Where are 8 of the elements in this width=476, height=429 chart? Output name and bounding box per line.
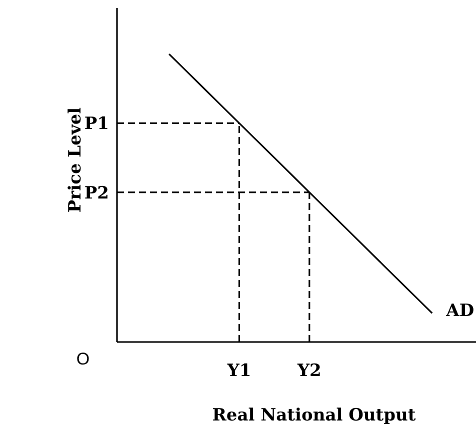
x-tick-label: Y1 xyxy=(226,361,252,382)
ref-line-label: P1 xyxy=(84,114,109,134)
x-axis-title: Real National Output xyxy=(212,406,416,426)
text: O xyxy=(76,350,90,368)
ref-line-label: P2 xyxy=(84,183,109,204)
x-tick-label: Y2 xyxy=(296,361,322,382)
series-label: AD xyxy=(445,301,474,322)
y-axis-title: Price Level xyxy=(66,107,86,213)
